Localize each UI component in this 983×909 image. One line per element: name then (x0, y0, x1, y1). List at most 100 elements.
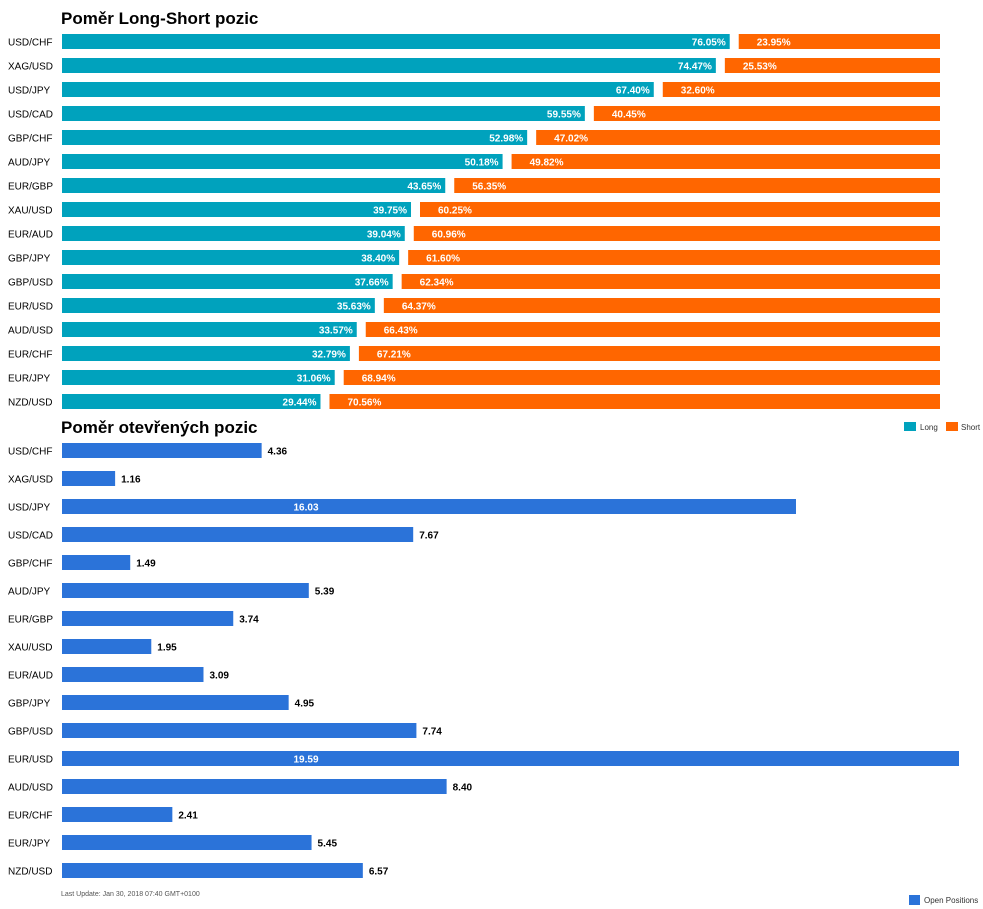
open-positions-value-label: 5.39 (315, 587, 335, 598)
open-positions-bar (62, 779, 447, 794)
op-category-label: AUD/USD (8, 783, 53, 794)
long-bar (62, 250, 400, 265)
long-bar (62, 130, 528, 145)
long-bar (62, 346, 350, 361)
short-value-label: 32.60% (681, 86, 715, 97)
short-value-label: 25.53% (743, 62, 777, 73)
long-bar (62, 394, 321, 409)
open-positions-bar (62, 471, 116, 486)
long-value-label: 74.47% (678, 62, 712, 73)
open-positions-bar (62, 443, 262, 458)
long-bar (62, 82, 654, 97)
open-positions-chart-title: Poměr otevřených pozic (61, 418, 258, 437)
open-positions-value-label: 4.36 (268, 447, 288, 458)
long-bar (62, 34, 730, 49)
op-category-label: EUR/USD (8, 755, 53, 766)
long-value-label: 32.79% (312, 350, 346, 361)
ls-category-label: AUD/JPY (8, 158, 51, 169)
open-positions-bar (62, 695, 289, 710)
ls-category-label: EUR/AUD (8, 230, 53, 241)
ls-category-label: EUR/CHF (8, 350, 52, 361)
open-positions-chart: USD/CHF 4.36 XAG/USD 1.16 USD/JPY 16.03 USD/CA… (8, 443, 959, 878)
short-bar (408, 250, 941, 265)
ls-category-label: USD/CHF (8, 38, 52, 49)
long-bar (62, 202, 412, 217)
short-value-label: 23.95% (757, 38, 791, 49)
legend-swatch-short (946, 422, 958, 431)
short-value-label: 60.96% (432, 230, 466, 241)
short-bar (420, 202, 940, 217)
op-category-label: GBP/USD (8, 727, 53, 738)
op-category-label: NZD/USD (8, 867, 52, 878)
long-value-label: 39.75% (373, 206, 407, 217)
ls-category-label: USD/CAD (8, 110, 53, 121)
long-short-chart: USD/CHF 76.05% 23.95% XAG/USD 74.47% 25.53% US… (8, 34, 941, 409)
short-value-label: 64.37% (402, 302, 436, 313)
long-bar (62, 154, 503, 169)
short-value-label: 40.45% (612, 110, 646, 121)
open-positions-value-label: 8.40 (453, 783, 473, 794)
short-bar (454, 178, 940, 193)
short-value-label: 62.34% (420, 278, 454, 289)
open-positions-value-label: 7.67 (419, 531, 439, 542)
ls-category-label: XAU/USD (8, 206, 52, 217)
ls-category-label: GBP/USD (8, 278, 53, 289)
short-bar (662, 82, 940, 97)
long-value-label: 37.66% (355, 278, 389, 289)
ls-category-label: NZD/USD (8, 398, 52, 409)
short-bar (511, 154, 940, 169)
short-value-label: 56.35% (472, 182, 506, 193)
short-value-label: 66.43% (384, 326, 418, 337)
long-value-label: 52.98% (489, 134, 523, 145)
op-category-label: AUD/JPY (8, 587, 51, 598)
long-value-label: 35.63% (337, 302, 371, 313)
long-bar (62, 106, 585, 121)
ls-category-label: EUR/GBP (8, 182, 53, 193)
op-category-label: XAG/USD (8, 475, 53, 486)
long-bar (62, 178, 446, 193)
ls-category-label: USD/JPY (8, 86, 51, 97)
long-value-label: 39.04% (367, 230, 401, 241)
open-positions-value-label: 6.57 (369, 867, 389, 878)
long-value-label: 76.05% (692, 38, 726, 49)
op-category-label: EUR/JPY (8, 839, 51, 850)
short-bar (383, 298, 940, 313)
open-positions-value-label: 3.09 (209, 671, 229, 682)
long-value-label: 59.55% (547, 110, 581, 121)
short-value-label: 67.21% (377, 350, 411, 361)
short-bar (329, 394, 941, 409)
open-positions-value-label: 5.45 (318, 839, 338, 850)
long-short-chart-title: Poměr Long-Short pozic (61, 9, 259, 28)
op-category-label: GBP/JPY (8, 699, 51, 710)
long-value-label: 33.57% (319, 326, 353, 337)
long-value-label: 38.40% (361, 254, 395, 265)
open-positions-bar (62, 555, 131, 570)
open-positions-bar (62, 639, 152, 654)
ls-category-label: EUR/JPY (8, 374, 51, 385)
open-positions-value-label: 1.49 (136, 559, 156, 570)
op-category-label: GBP/CHF (8, 559, 52, 570)
open-positions-value-label: 1.95 (157, 643, 177, 654)
short-value-label: 49.82% (530, 158, 564, 169)
open-positions-value-label: 1.16 (121, 475, 141, 486)
legend-swatch-open-positions (909, 895, 920, 905)
long-value-label: 43.65% (407, 182, 441, 193)
long-bar (62, 226, 405, 241)
short-bar (536, 130, 940, 145)
ls-category-label: GBP/JPY (8, 254, 51, 265)
long-short-legend: Long Short (904, 422, 981, 432)
short-value-label: 61.60% (426, 254, 460, 265)
long-bar (62, 58, 716, 73)
short-bar (738, 34, 940, 49)
short-bar (593, 106, 940, 121)
ls-category-label: GBP/CHF (8, 134, 52, 145)
long-bar (62, 370, 335, 385)
legend-label-short: Short (961, 423, 981, 432)
open-positions-value-label: 3.74 (239, 615, 259, 626)
open-positions-bar (62, 499, 796, 514)
open-positions-bar (62, 835, 312, 850)
long-bar (62, 298, 375, 313)
op-category-label: EUR/GBP (8, 615, 53, 626)
open-positions-bar (62, 807, 173, 822)
